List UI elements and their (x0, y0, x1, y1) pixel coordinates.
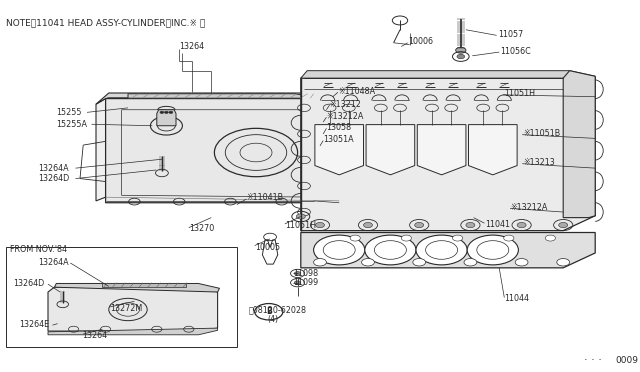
Text: 0009: 0009 (616, 356, 639, 365)
Polygon shape (315, 125, 364, 175)
Circle shape (160, 111, 164, 113)
Text: 13270: 13270 (189, 224, 214, 233)
Text: ※13212A: ※13212A (511, 203, 548, 212)
Text: 13264D: 13264D (13, 279, 44, 288)
Text: 13051A: 13051A (323, 135, 354, 144)
Text: 11099: 11099 (293, 278, 318, 287)
Circle shape (467, 235, 518, 265)
Text: NOTE・11041 HEAD ASSY-CYLINDER〈INC.※ 〉: NOTE・11041 HEAD ASSY-CYLINDER〈INC.※ 〉 (6, 18, 205, 27)
Circle shape (316, 222, 324, 228)
Polygon shape (468, 125, 517, 175)
Text: 15255A: 15255A (56, 120, 87, 129)
Text: 10005: 10005 (255, 243, 280, 252)
Circle shape (164, 111, 168, 113)
Polygon shape (128, 94, 314, 98)
Text: 13264A: 13264A (38, 164, 69, 173)
Text: 13264D: 13264D (38, 174, 70, 183)
Circle shape (457, 54, 465, 59)
Text: ※13213: ※13213 (524, 158, 556, 167)
Circle shape (413, 259, 426, 266)
Circle shape (350, 235, 360, 241)
Polygon shape (563, 71, 595, 218)
Text: ※13212: ※13212 (330, 100, 362, 109)
Circle shape (416, 235, 467, 265)
Text: FROM NOV.'84: FROM NOV.'84 (10, 245, 67, 254)
Text: 11041: 11041 (485, 220, 510, 229)
Circle shape (294, 272, 301, 275)
Polygon shape (96, 99, 106, 201)
Text: ※11041B: ※11041B (246, 193, 284, 202)
Text: (4): (4) (268, 315, 278, 324)
Text: 13264E: 13264E (19, 320, 49, 329)
Circle shape (464, 259, 477, 266)
Polygon shape (48, 328, 218, 335)
Text: B: B (266, 307, 271, 316)
Circle shape (517, 222, 526, 228)
Text: 13264: 13264 (179, 42, 204, 51)
Circle shape (504, 235, 514, 241)
Circle shape (559, 222, 568, 228)
Polygon shape (301, 232, 595, 268)
Polygon shape (96, 93, 339, 106)
Text: 13058: 13058 (326, 123, 351, 132)
Circle shape (515, 259, 528, 266)
Text: 13264A: 13264A (38, 258, 69, 267)
Polygon shape (301, 78, 595, 231)
Polygon shape (48, 287, 218, 331)
Text: 11044: 11044 (504, 294, 529, 303)
Circle shape (314, 235, 365, 265)
Text: 13264: 13264 (82, 331, 107, 340)
Text: 13272M: 13272M (110, 304, 142, 313)
Text: 11057: 11057 (498, 30, 523, 39)
Bar (102, 283, 186, 287)
Circle shape (401, 235, 412, 241)
Text: 11098: 11098 (293, 269, 318, 278)
Circle shape (452, 235, 463, 241)
Text: 11051H: 11051H (285, 221, 316, 230)
Text: 11051H: 11051H (504, 89, 535, 98)
Text: ※13212A: ※13212A (326, 112, 364, 121)
Circle shape (362, 259, 374, 266)
Text: 10006: 10006 (408, 37, 433, 46)
Circle shape (296, 214, 305, 219)
Polygon shape (417, 125, 466, 175)
Circle shape (364, 222, 372, 228)
Circle shape (466, 222, 475, 228)
Text: · · ·: · · · (584, 355, 602, 365)
Circle shape (456, 47, 466, 53)
Text: ※11051B: ※11051B (524, 129, 561, 138)
Circle shape (294, 281, 301, 285)
Polygon shape (54, 283, 220, 292)
Circle shape (545, 235, 556, 241)
Text: 15255: 15255 (56, 108, 82, 117)
Polygon shape (301, 71, 595, 78)
Polygon shape (157, 110, 176, 126)
Circle shape (415, 222, 424, 228)
Polygon shape (106, 99, 339, 203)
Text: ※11048A: ※11048A (338, 87, 375, 96)
Text: 11056C: 11056C (500, 47, 531, 56)
Circle shape (314, 259, 326, 266)
Circle shape (557, 259, 570, 266)
Circle shape (365, 235, 416, 265)
Bar (6, 247, 237, 347)
Polygon shape (366, 125, 415, 175)
Text: Ⓓ08120-62028: Ⓓ08120-62028 (248, 305, 307, 314)
Circle shape (169, 111, 173, 113)
